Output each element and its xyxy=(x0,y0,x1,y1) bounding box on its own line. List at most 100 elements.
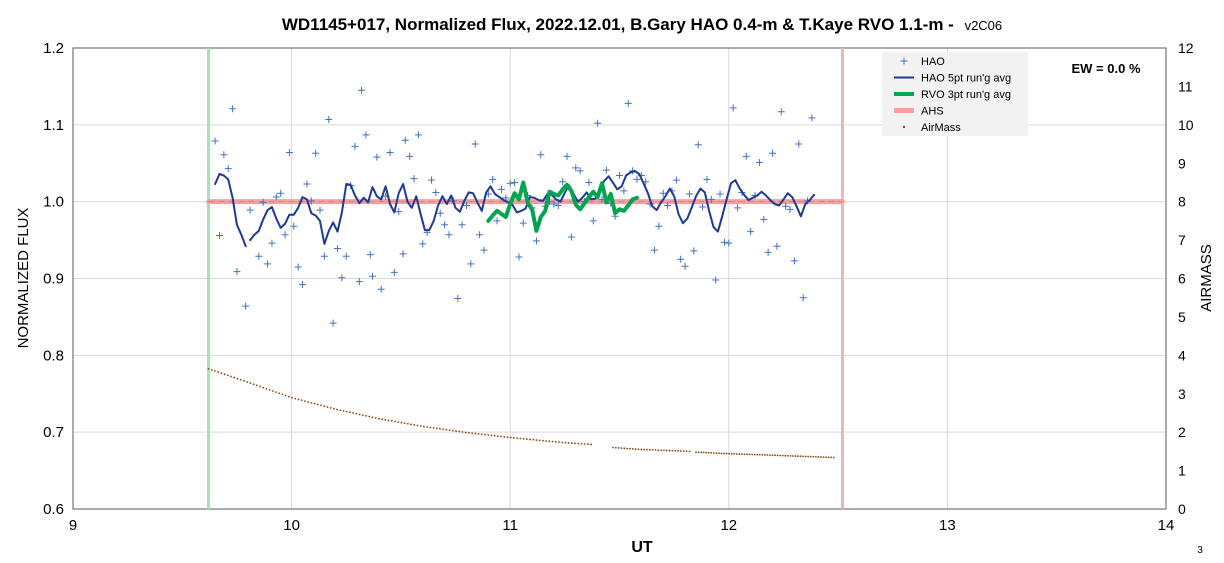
airmass-point xyxy=(416,424,419,427)
airmass-point xyxy=(397,421,400,423)
hao-point xyxy=(454,294,462,302)
airmass-point xyxy=(406,422,409,425)
hao-point xyxy=(616,172,623,180)
hao-point xyxy=(764,248,772,256)
hao-point xyxy=(242,302,250,310)
hao-point xyxy=(320,252,328,260)
airmass-point xyxy=(271,390,274,392)
airmass-point xyxy=(640,448,643,451)
airmass-point xyxy=(753,453,756,456)
airmass-point xyxy=(525,438,528,441)
airmass-point xyxy=(577,442,580,445)
airmass-point xyxy=(789,454,792,457)
x-tick-label: 11 xyxy=(502,517,518,534)
airmass-point xyxy=(769,454,771,457)
airmass-point xyxy=(320,404,322,407)
hao-point xyxy=(355,278,363,286)
chart-title: WD1145+017, Normalized Flux, 2022.12.01,… xyxy=(282,15,1002,34)
airmass-point xyxy=(680,450,682,452)
hao-point xyxy=(211,137,219,145)
legend-label: HAO 5pt run'g avg xyxy=(921,73,1011,85)
hao-point xyxy=(414,131,422,139)
airmass-point xyxy=(700,451,703,454)
hao-point xyxy=(532,237,540,245)
airmass-point xyxy=(522,437,525,440)
x-tick-label: 12 xyxy=(720,517,737,534)
airmass-point xyxy=(210,368,213,371)
hao-point xyxy=(511,178,519,186)
airmass-point xyxy=(352,412,355,414)
legend-marker-airmass xyxy=(902,125,906,129)
airmass-point xyxy=(735,453,738,455)
airmass-point xyxy=(720,452,723,455)
airmass-point xyxy=(423,425,425,428)
hao-point xyxy=(373,153,381,161)
hao-point xyxy=(633,175,641,183)
airmass-point xyxy=(487,434,490,436)
y-axis-label: NORMALIZED FLUX xyxy=(15,208,32,349)
airmass-point xyxy=(715,452,718,454)
y2-tick-label: 3 xyxy=(1178,386,1186,402)
airmass-point xyxy=(586,443,589,446)
airmass-point xyxy=(349,411,351,414)
airmass-point xyxy=(220,372,223,375)
hao-point xyxy=(585,178,593,186)
airmass-point xyxy=(384,418,387,421)
hao-point xyxy=(777,108,785,116)
airmass-point xyxy=(474,432,477,435)
airmass-point xyxy=(458,430,461,433)
airmass-point xyxy=(451,429,454,432)
airmass-point xyxy=(255,384,258,387)
airmass-point xyxy=(268,388,271,391)
hao-point xyxy=(410,175,418,183)
hao-point xyxy=(432,188,440,196)
airmass-point xyxy=(812,455,815,458)
airmass-point xyxy=(695,451,697,454)
hao-point xyxy=(480,246,488,254)
airmass-point xyxy=(646,448,648,451)
airmass-point xyxy=(612,446,614,449)
hao-point xyxy=(366,251,374,259)
airmass-point xyxy=(617,447,620,449)
hao-point xyxy=(399,250,407,258)
y-tick-label: 0.8 xyxy=(43,347,64,364)
airmass-point xyxy=(730,452,733,455)
airmass-point xyxy=(822,456,825,459)
hao-point xyxy=(519,219,527,227)
y2-tick-label: 6 xyxy=(1178,271,1186,287)
airmass-point xyxy=(281,393,284,396)
hao-point xyxy=(386,148,394,156)
airmass-point xyxy=(660,449,663,452)
hao-point xyxy=(281,231,289,239)
hao-point xyxy=(712,276,720,284)
airmass-point xyxy=(310,401,313,404)
hao-point xyxy=(368,272,376,280)
airmass-point xyxy=(545,440,547,442)
airmass-point xyxy=(551,440,554,443)
hao-point xyxy=(755,158,763,166)
hao-point xyxy=(493,217,501,225)
hao-point xyxy=(716,190,724,198)
hao-point xyxy=(572,164,580,172)
airmass-point xyxy=(368,415,371,418)
airmass-point xyxy=(626,447,629,450)
y2-axis-label: AIRMASS xyxy=(1198,244,1215,312)
hao-point xyxy=(395,208,403,216)
airmass-point xyxy=(766,454,769,456)
hao-point xyxy=(489,175,497,183)
airmass-point xyxy=(207,367,210,370)
hao-point xyxy=(624,99,632,107)
legend-label: RVO 3pt run'g avg xyxy=(921,89,1011,101)
airmass-point xyxy=(403,422,406,425)
hao-point xyxy=(329,319,337,327)
airmass-point xyxy=(643,448,646,451)
legend-label: HAO xyxy=(921,56,945,68)
y2-tick-label: 1 xyxy=(1178,463,1186,479)
hao-point xyxy=(729,104,737,112)
chart-title-suffix: v2C06 xyxy=(965,18,1003,33)
y2-tick-label: 5 xyxy=(1178,309,1186,325)
airmass-point xyxy=(781,454,784,457)
airmass-point xyxy=(741,453,743,456)
airmass-point xyxy=(570,442,573,444)
hao-point xyxy=(550,200,558,208)
